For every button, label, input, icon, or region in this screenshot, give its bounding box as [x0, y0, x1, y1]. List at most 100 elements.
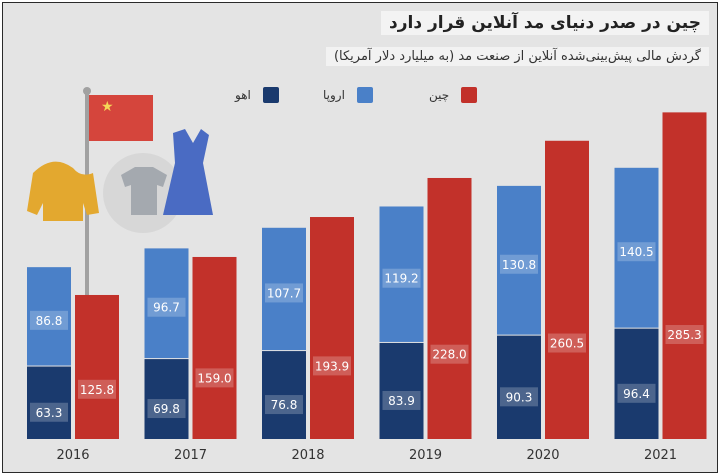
value-label-2018-series-3-box: 193.9	[313, 356, 351, 376]
x-tick-2019: 2019	[409, 448, 442, 463]
value-label-2020-series-3-box: 260.5	[548, 333, 586, 353]
bar-2020-series-1	[497, 335, 541, 439]
value-label-2018-series-2-bg	[265, 283, 303, 303]
legend-swatch-series-1	[262, 87, 279, 103]
chart-title: چین در صدر دنیای مد آنلاین قرار دارد	[388, 13, 701, 33]
bar-2018-series-1	[262, 351, 306, 439]
value-label-2016-series-3-bg	[78, 379, 116, 399]
bar-2019-series-1	[379, 342, 424, 439]
value-label-2021-series-3-box: 285.3	[665, 325, 704, 345]
value-label-2018-series-1-box: 76.8	[265, 395, 303, 415]
value-label-2016-series-1-bg	[30, 402, 68, 422]
x-tick-2020: 2020	[526, 448, 559, 463]
value-label-2020-series-3-bg	[548, 333, 586, 353]
x-tick-2017: 2017	[174, 448, 207, 463]
value-label-2020-series-1: 90.3	[506, 390, 533, 404]
bar-2016-series-1	[27, 366, 71, 439]
bars-group	[27, 112, 707, 440]
bar-2021-series-1	[614, 328, 659, 439]
value-label-2017-series-3: 159.0	[197, 371, 231, 385]
china-flag-icon	[89, 95, 153, 141]
bar-2020-series-2	[497, 185, 541, 335]
legend-label-series-2: اروپا	[323, 88, 345, 102]
value-label-2019-series-2-bg	[382, 268, 421, 288]
legend-label-series-3: چین	[429, 88, 450, 102]
value-label-2020-series-2-box: 130.8	[500, 254, 538, 274]
flag-star-icon: ★	[101, 99, 114, 115]
value-labels-group: 63.3 86.8 125.8 69.8 96.7 159.0 76.8 107.7 193.9…	[30, 242, 704, 422]
tshirt-icon	[121, 167, 167, 215]
value-label-2021-series-1-box: 96.4	[617, 383, 656, 403]
title-box: چین در صدر دنیای مد آنلاین قرار دارد	[380, 11, 709, 35]
value-label-2018-series-2: 107.7	[267, 286, 301, 300]
value-label-2021-series-3-bg	[665, 325, 704, 345]
legend-item-series-3: چین	[429, 85, 478, 105]
value-label-2021-series-2-box: 140.5	[617, 242, 656, 262]
value-label-2021-series-3: 285.3	[667, 328, 701, 342]
value-label-2017-series-1: 69.8	[153, 402, 180, 416]
value-label-2017-series-2-bg	[147, 297, 186, 317]
value-label-2016-series-2: 86.8	[36, 314, 63, 328]
legend-swatch-series-2	[356, 87, 373, 103]
value-label-2017-series-3-box: 159.0	[195, 368, 234, 388]
chart-subtitle: گردش مالی پیش‌بینی‌شده آنلاین از صنعت مد…	[333, 49, 701, 64]
bar-2018-series-2	[262, 227, 306, 351]
value-label-2019-series-1: 83.9	[388, 394, 415, 408]
legend-item-series-1: اهو	[235, 85, 279, 105]
value-label-2020-series-1-bg	[500, 387, 538, 407]
dress-icon	[163, 129, 213, 215]
value-label-2019-series-3-box: 228.0	[430, 344, 469, 364]
value-label-2016-series-1: 63.3	[36, 406, 63, 420]
value-label-2016-series-3-box: 125.8	[78, 379, 116, 399]
value-label-2018-series-1: 76.8	[271, 398, 298, 412]
value-label-2021-series-2-bg	[617, 242, 656, 262]
value-label-2018-series-3: 193.9	[315, 359, 349, 373]
flag-pole-top	[83, 87, 91, 95]
illustration: ★	[27, 87, 213, 299]
x-tick-2018: 2018	[291, 448, 324, 463]
bar-2019-series-3	[427, 177, 472, 439]
value-label-2020-series-1-box: 90.3	[500, 387, 538, 407]
value-label-2016-series-1-box: 63.3	[30, 402, 68, 422]
value-label-2018-series-1-bg	[265, 395, 303, 415]
value-label-2016-series-3: 125.8	[80, 383, 114, 397]
bar-2021-series-3	[662, 112, 707, 440]
value-label-2021-series-2: 140.5	[619, 245, 653, 259]
value-label-2019-series-3-bg	[430, 344, 469, 364]
value-label-2021-series-1-bg	[617, 383, 656, 403]
value-label-2017-series-1-box: 69.8	[147, 399, 186, 419]
value-label-2017-series-2: 96.7	[153, 301, 180, 315]
chart-canvas: ★ 63.3 86.8 125.8 69.8 96.7 159.0 76.8 107.7 193…	[27, 87, 707, 463]
bar-2017-series-2	[144, 248, 189, 359]
legend-label-series-1: اهو	[235, 88, 251, 102]
value-label-2016-series-2-box: 86.8	[30, 310, 68, 330]
value-label-2019-series-1-bg	[382, 390, 421, 410]
bar-2016-series-2	[27, 267, 71, 366]
bar-2016-series-3	[75, 294, 119, 439]
value-label-2019-series-1-box: 83.9	[382, 390, 421, 410]
value-label-2021-series-1: 96.4	[623, 387, 650, 401]
value-label-2017-series-1-bg	[147, 399, 186, 419]
value-label-2019-series-2: 119.2	[384, 272, 418, 286]
value-label-2016-series-2-bg	[30, 310, 68, 330]
value-label-2017-series-3-bg	[195, 368, 234, 388]
hoodie-icon	[27, 161, 99, 221]
bar-2020-series-3	[545, 140, 589, 440]
legend: اهو اروپا چین	[235, 85, 507, 107]
bar-2017-series-3	[192, 256, 237, 439]
value-label-2020-series-2: 130.8	[502, 258, 536, 272]
subtitle-box: گردش مالی پیش‌بینی‌شده آنلاین از صنعت مد…	[325, 47, 709, 66]
value-label-2018-series-3-bg	[313, 356, 351, 376]
value-label-2019-series-2-box: 119.2	[382, 268, 421, 288]
legend-item-series-2: اروپا	[323, 85, 373, 105]
value-label-2020-series-3: 260.5	[550, 337, 584, 351]
value-label-2020-series-2-bg	[500, 254, 538, 274]
x-tick-2021: 2021	[644, 448, 677, 463]
value-label-2017-series-2-box: 96.7	[147, 297, 186, 317]
legend-swatch-series-3	[461, 87, 478, 103]
x-tick-2016: 2016	[56, 448, 89, 463]
value-label-2019-series-3: 228.0	[432, 348, 466, 362]
bar-2018-series-3	[310, 217, 354, 439]
bar-2019-series-2	[379, 206, 424, 342]
